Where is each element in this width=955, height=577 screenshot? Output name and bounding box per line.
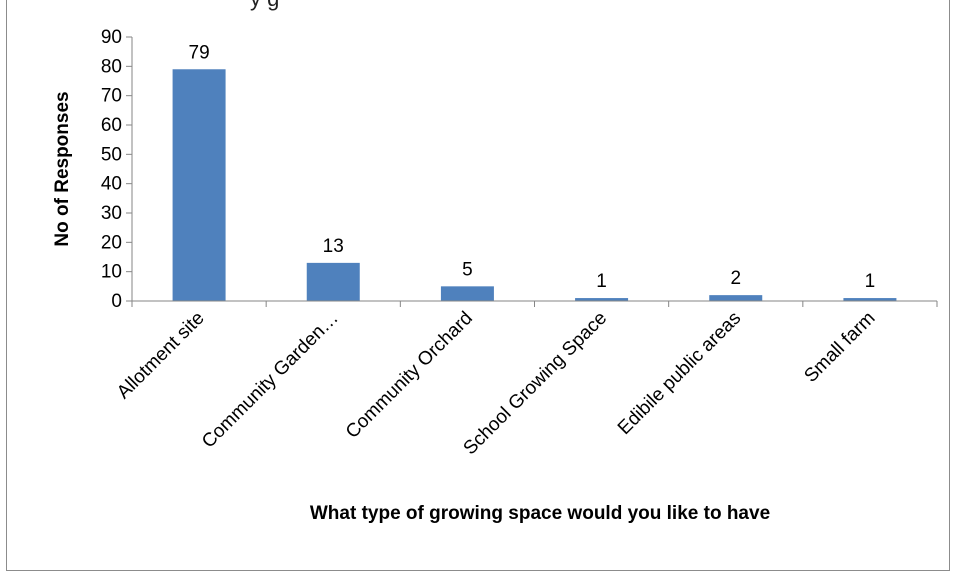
- bar: [306, 262, 360, 301]
- y-tick-label: 80: [101, 56, 122, 77]
- data-label: 79: [189, 42, 210, 63]
- bars: [172, 69, 897, 302]
- x-tick-label: Small farm: [800, 308, 879, 387]
- x-tick-label: Community Garden…: [198, 308, 343, 453]
- bar: [575, 298, 629, 301]
- x-axis-title: What type of growing space would you lik…: [310, 503, 770, 524]
- data-labels: 79 13 5 1 2 1: [189, 42, 876, 292]
- bar: [172, 69, 226, 302]
- bar: [709, 295, 763, 301]
- x-tick-label: Edibile public areas: [614, 308, 745, 439]
- y-tick-label: 40: [101, 174, 122, 195]
- y-axis-title: No of Responses: [52, 91, 73, 246]
- data-label: 13: [323, 236, 344, 257]
- y-tick-label: 20: [101, 232, 122, 253]
- bar: [843, 298, 897, 301]
- y-tick-label: 50: [101, 144, 122, 165]
- chart-frame: [6, 0, 950, 571]
- x-tick-label: Allotment site: [113, 308, 208, 403]
- data-label: 5: [462, 259, 473, 280]
- data-label: 1: [865, 271, 876, 292]
- x-tick-label: School Growing Space: [460, 308, 612, 460]
- chart-title-fragment: y g: [250, 0, 279, 12]
- x-tick-label: Community Orchard: [342, 308, 477, 443]
- y-axis-ticks: 0 10 20 30 40 50 60 70 80 90: [101, 27, 132, 312]
- data-label: 1: [596, 271, 607, 292]
- bar: [440, 286, 494, 301]
- y-tick-label: 30: [101, 203, 122, 224]
- y-tick-label: 70: [101, 86, 122, 107]
- data-label: 2: [730, 268, 741, 289]
- y-tick-label: 60: [101, 115, 122, 136]
- y-tick-label: 0: [111, 291, 122, 312]
- y-tick-label: 90: [101, 27, 122, 48]
- y-tick-label: 10: [101, 262, 122, 283]
